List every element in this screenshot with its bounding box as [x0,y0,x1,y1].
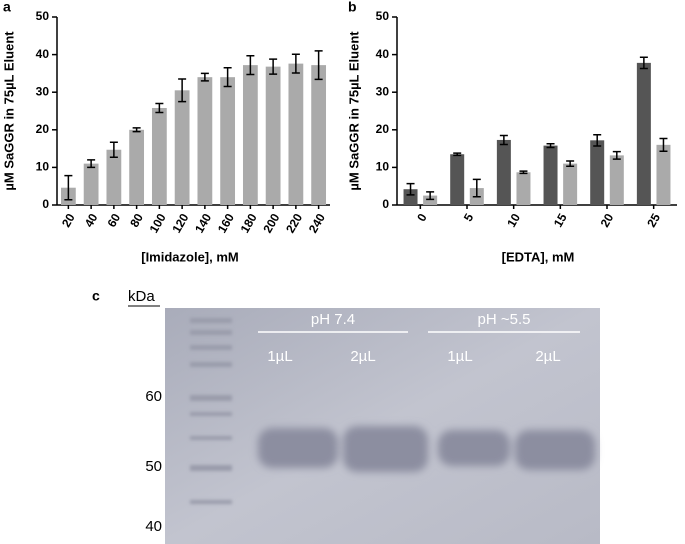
error-bar [519,170,528,175]
x-tick-label: 200 [260,211,282,236]
panel-label: a [3,0,11,15]
x-tick-label: 100 [147,211,169,236]
x-tick-label: 80 [127,211,146,230]
bar [403,189,418,205]
error-bar [246,54,255,76]
x-tick-label: 15 [551,211,570,230]
y-tick-label: 0 [42,197,49,211]
x-axis-label: [Imidazole], mM [141,249,239,264]
bar [288,63,304,206]
x-tick-label: 160 [215,211,237,236]
panel-label: c [92,288,100,304]
bar [242,65,258,206]
x-tick-label: 10 [504,211,523,230]
x-tick-label: 25 [644,211,663,230]
bar [129,129,145,205]
bar [220,77,236,205]
error-bar [269,58,278,75]
y-tick-label: 50 [376,9,390,23]
y-tick-label: 20 [36,122,50,136]
error-bar [453,152,462,157]
error-bar [223,67,232,88]
lane-label: 2µL [350,348,375,365]
error-bar [659,137,668,152]
error-bar [566,160,575,168]
error-bar [426,191,435,201]
bar [423,195,438,205]
bar [563,163,578,205]
error-bar [314,50,323,81]
mw-marker: 60 [145,388,162,405]
y-tick-label: 50 [36,9,50,23]
lane-label: 1µL [447,348,472,365]
y-tick-label: 30 [376,84,390,98]
error-bar [178,78,187,103]
bar [609,155,624,205]
protein-bands [258,426,595,472]
bar [450,154,465,205]
error-bar [546,142,555,149]
y-axis-label: µM SaGGR in 75µL Eluent [346,31,361,191]
bar [543,145,558,205]
error-bar [639,56,648,70]
bar [106,149,122,205]
y-tick-label: 0 [382,197,389,211]
error-bar [155,102,164,114]
x-tick-label: 5 [461,211,477,224]
bar [197,77,213,205]
bar [151,107,167,205]
ladder [190,318,232,504]
y-tick-label: 10 [36,160,50,174]
x-tick-label: 40 [82,211,101,230]
error-bar [612,150,621,160]
error-bar [64,174,73,201]
x-tick-label: 120 [169,211,191,236]
bar [516,172,531,205]
group-label: pH 7.4 [311,311,355,328]
gel-panel: pH 7.4 1µL 2µL pH ~5.5 1µL 2µL [165,308,600,544]
y-tick-label: 40 [376,47,390,61]
mw-marker: 40 [145,518,162,535]
x-tick-label: 20 [59,211,78,230]
y-axis-label: µM SaGGR in 75µL Eluent [1,31,16,191]
error-bar [291,53,300,74]
y-tick-label: 10 [376,160,390,174]
x-tick-label: 60 [104,211,123,230]
panel-label: b [348,0,357,15]
lane-label: 2µL [535,348,560,365]
error-bar [406,182,415,196]
group-label: pH ~5.5 [478,311,531,328]
bar [496,139,511,205]
error-bar [109,141,118,158]
mw-unit: kDa [128,288,155,305]
bar [174,90,190,205]
y-tick-label: 30 [36,84,50,98]
error-bar [200,72,209,82]
x-axis-label: [EDTA], mM [502,249,575,264]
error-bar [132,127,141,133]
error-bar [472,178,481,198]
error-bar [593,133,602,147]
x-tick-label: 180 [238,211,260,236]
x-tick-label: 20 [598,211,617,230]
x-tick-label: 240 [306,211,328,236]
bar [311,65,327,206]
y-tick-label: 40 [36,47,50,61]
x-tick-label: 0 [414,211,430,224]
x-tick-label: 140 [192,211,214,236]
bar [83,163,99,205]
x-tick-label: 220 [283,211,305,236]
error-bar [499,134,508,146]
lane-label: 1µL [267,348,292,365]
bar [265,66,281,205]
bar [636,62,651,205]
mw-marker: 50 [145,458,162,475]
bar [656,144,671,205]
error-bar [87,159,96,169]
bar [590,140,605,205]
y-tick-label: 20 [376,122,390,136]
